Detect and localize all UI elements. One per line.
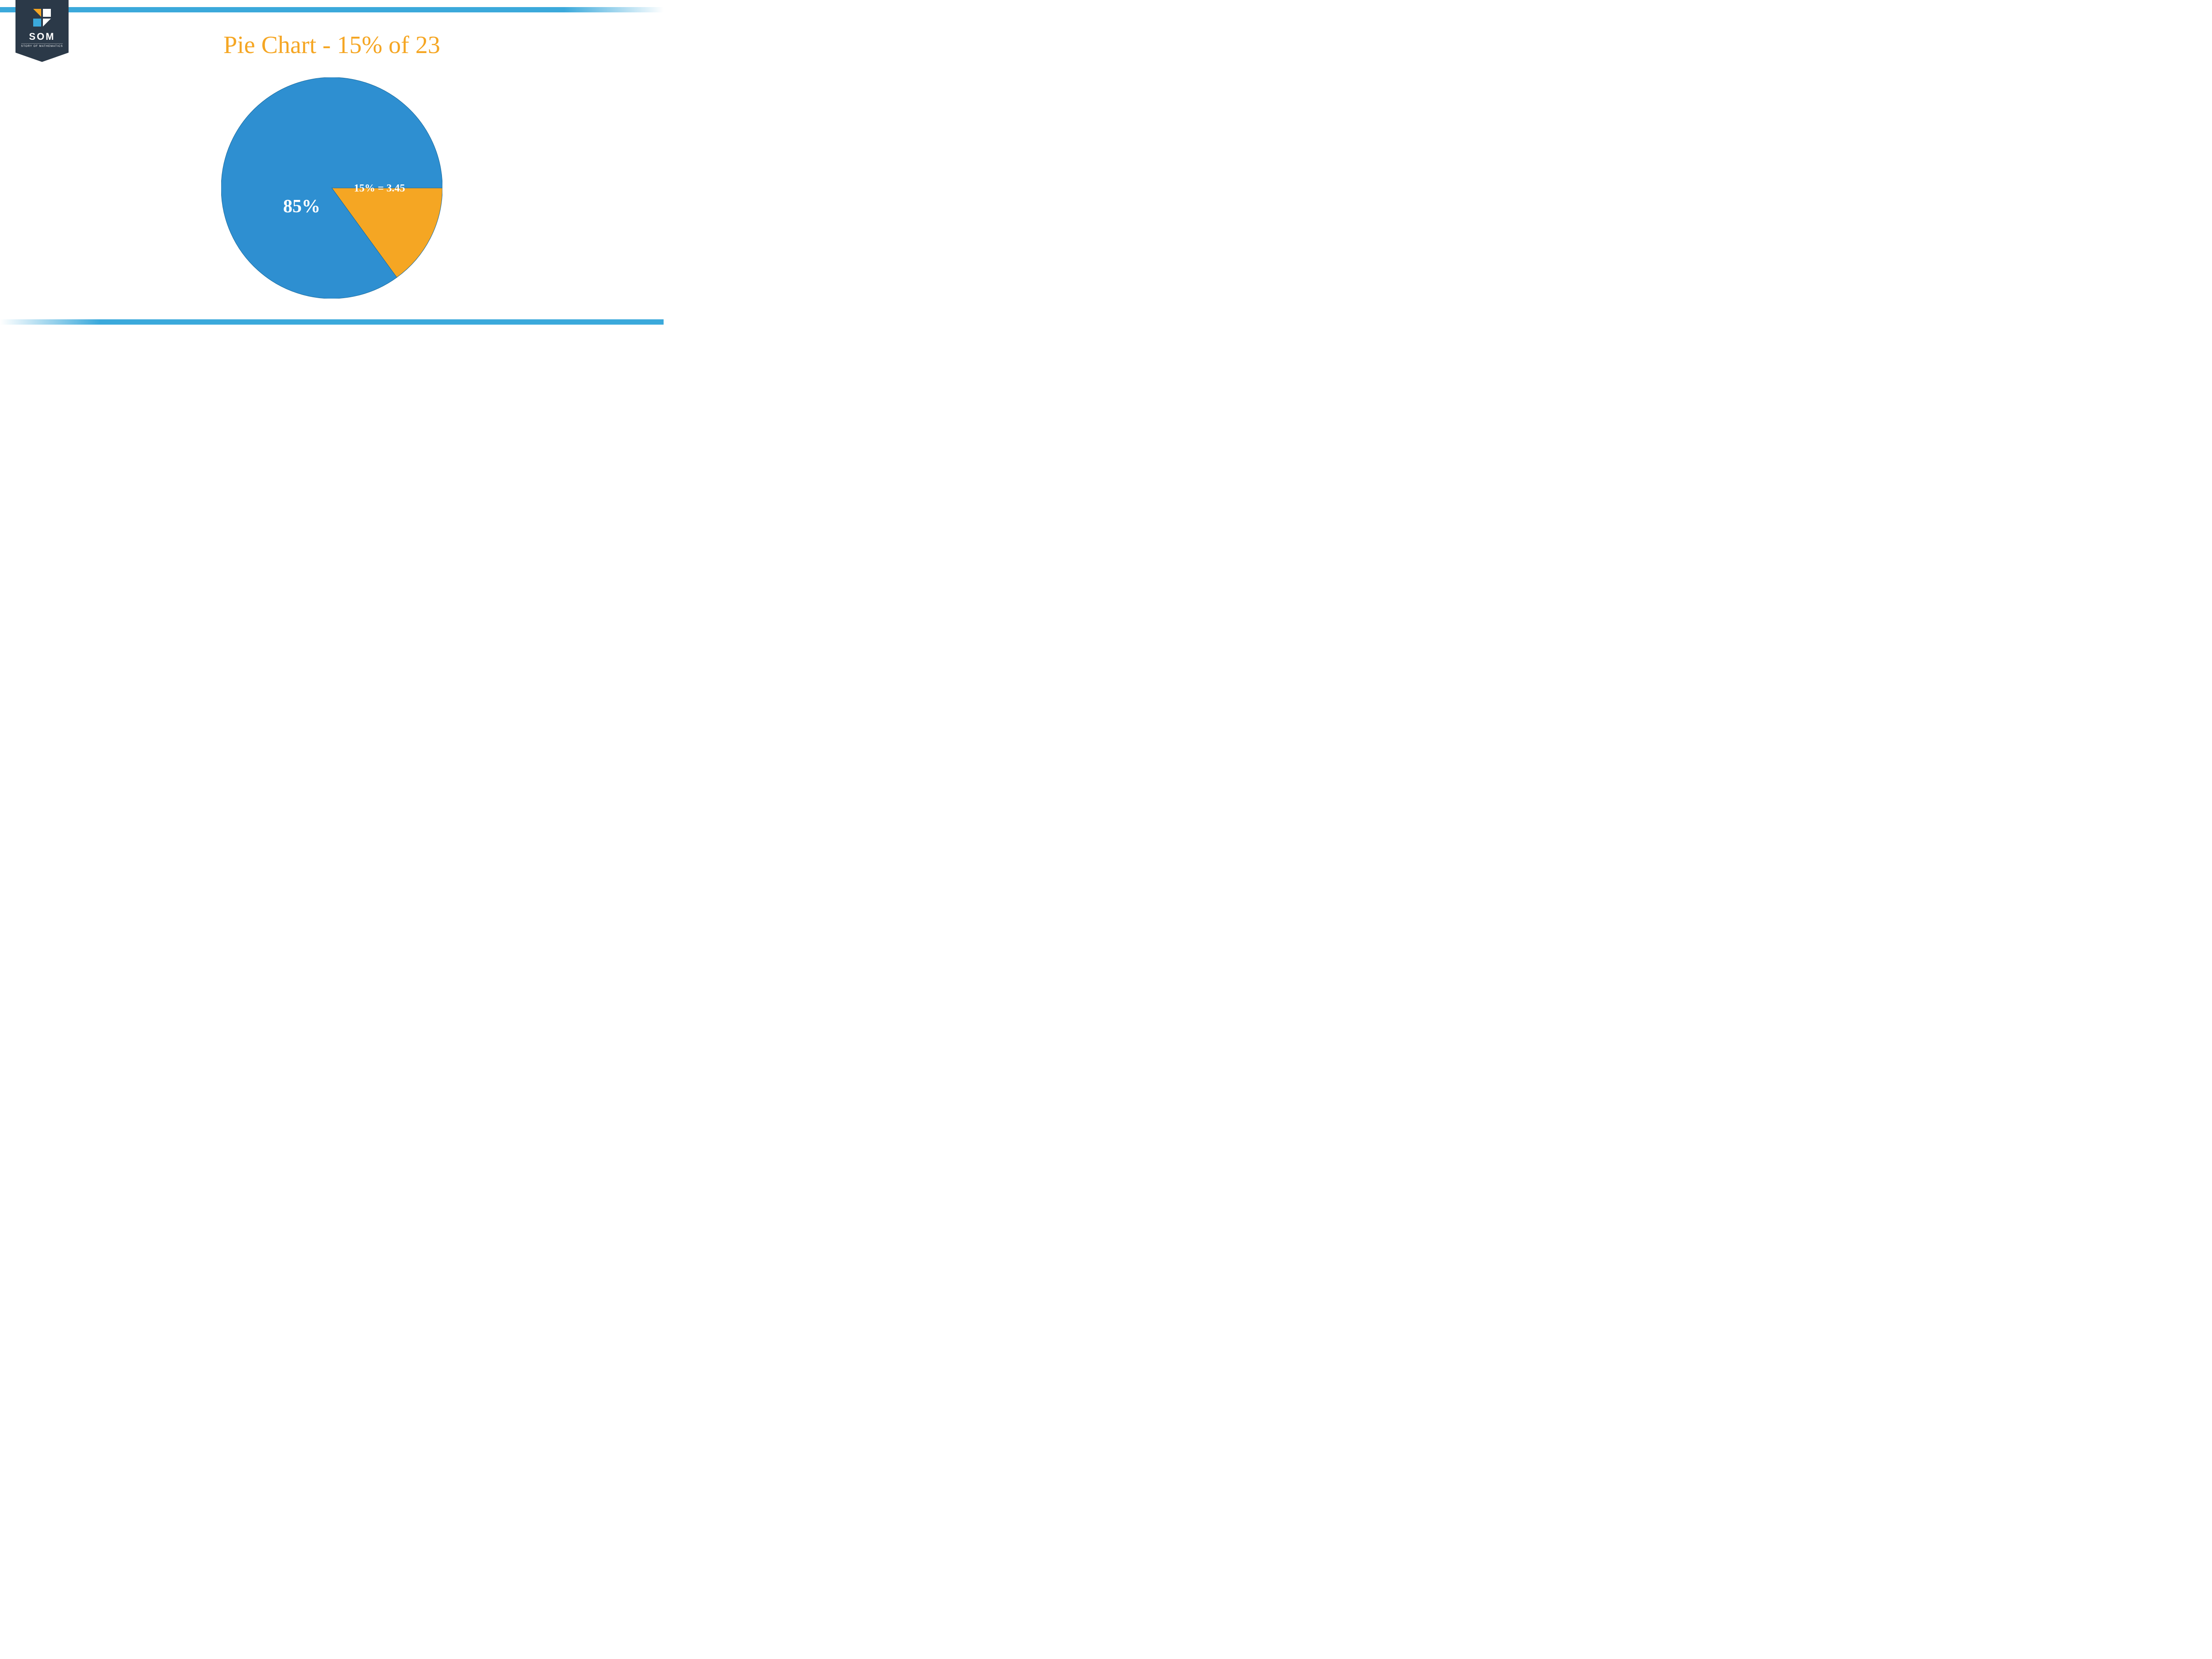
pie-chart: 85% 15% = 3.45 bbox=[221, 77, 442, 299]
logo-text: SOM bbox=[29, 31, 55, 42]
logo-icon bbox=[32, 8, 52, 27]
bottom-accent-bar bbox=[0, 319, 664, 325]
slice-label-small: 15% = 3.45 bbox=[354, 183, 405, 195]
top-accent-bar bbox=[0, 7, 664, 12]
pie-svg bbox=[221, 77, 442, 299]
logo-subtext: STORY OF MATHEMATICS bbox=[21, 43, 63, 48]
slice-label-large: 85% bbox=[283, 196, 320, 217]
chart-title: Pie Chart - 15% of 23 bbox=[223, 31, 440, 59]
logo-badge: SOM STORY OF MATHEMATICS bbox=[15, 0, 69, 62]
